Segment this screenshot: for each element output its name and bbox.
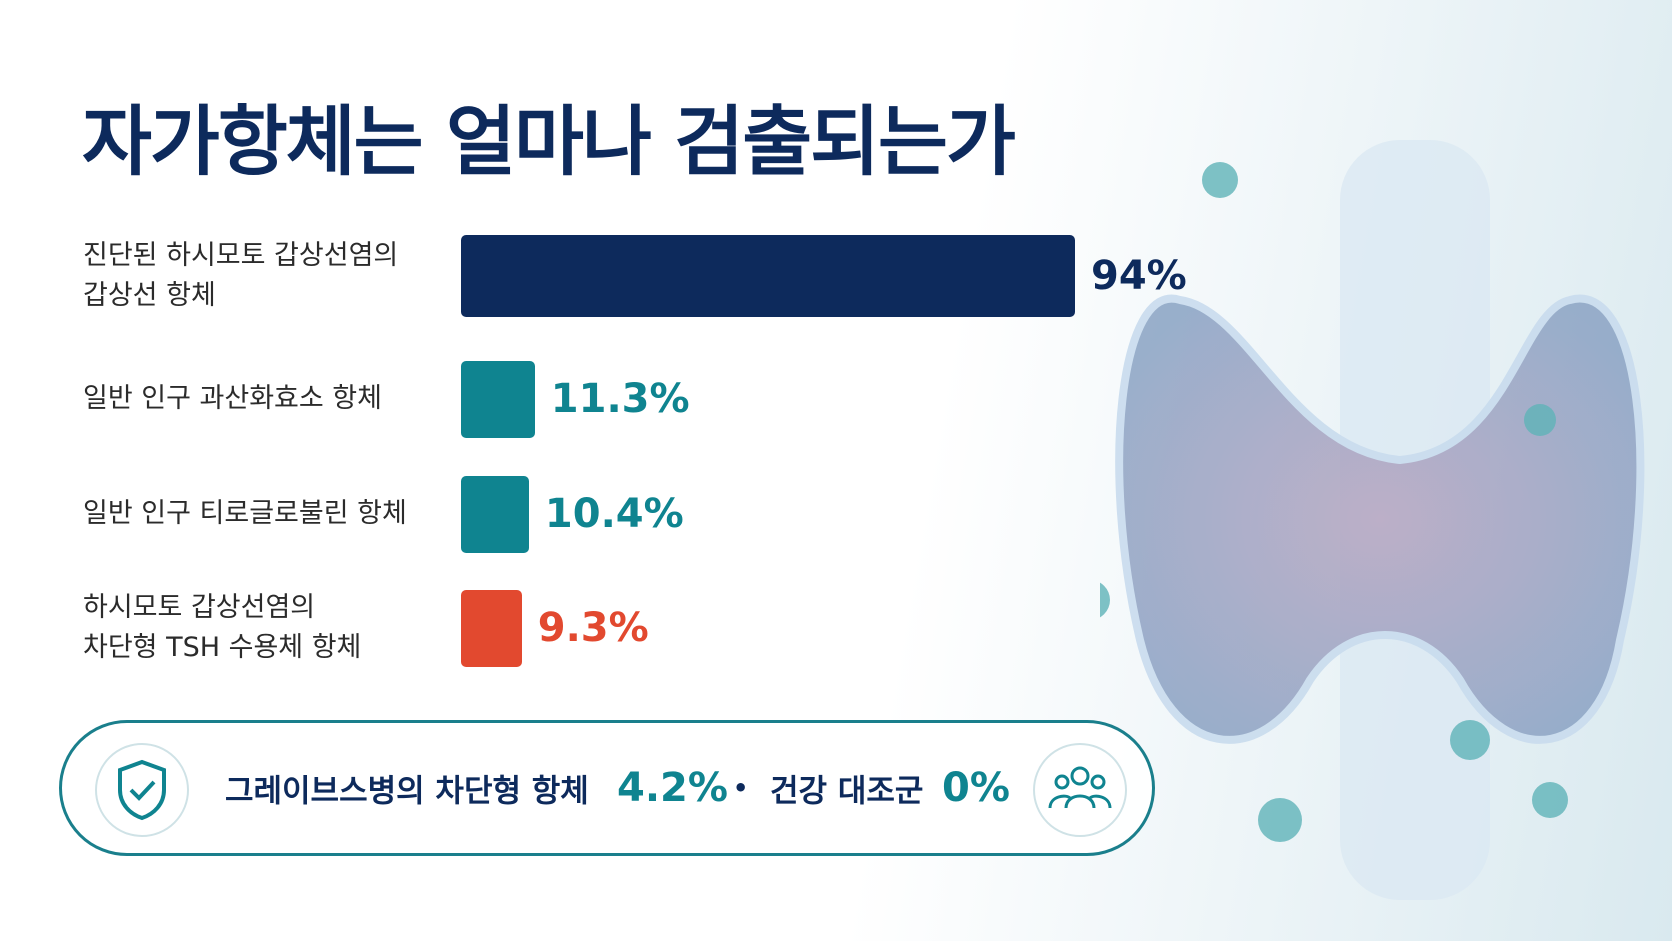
footer-value: 4.2% [617,765,728,811]
chart-title: 자가항체는 얼마나 검출되는가 [82,97,1016,186]
value-label: 9.3% [537,605,649,651]
category-label: 일반 인구 티로글로불린 항체 [83,498,407,529]
people-icon [1033,743,1127,837]
summary-panel [59,720,1155,856]
bar [461,360,535,438]
bar [461,235,1075,317]
bar [461,589,522,667]
value-label: 10.4% [544,491,684,537]
category-label: 하시모토 갑상선염의 차단형 TSH 수용체 항체 [83,592,362,663]
category-label: 일반 인구 과산화효소 항체 [83,383,382,414]
thyroid-illustration [1100,140,1645,900]
separator: • [733,774,749,802]
category-label: 진단된 하시모토 갑상선염의 갑상선 항체 [83,240,399,311]
footer-label: 건강 대조군 [770,773,924,810]
bar [461,475,529,553]
value-label: 94% [1091,253,1187,299]
value-label: 11.3% [550,376,690,422]
footer-value: 0% [942,765,1010,811]
shield-icon [95,743,189,837]
footer-label: 그레이브스병의 차단형 항체 [225,773,589,810]
